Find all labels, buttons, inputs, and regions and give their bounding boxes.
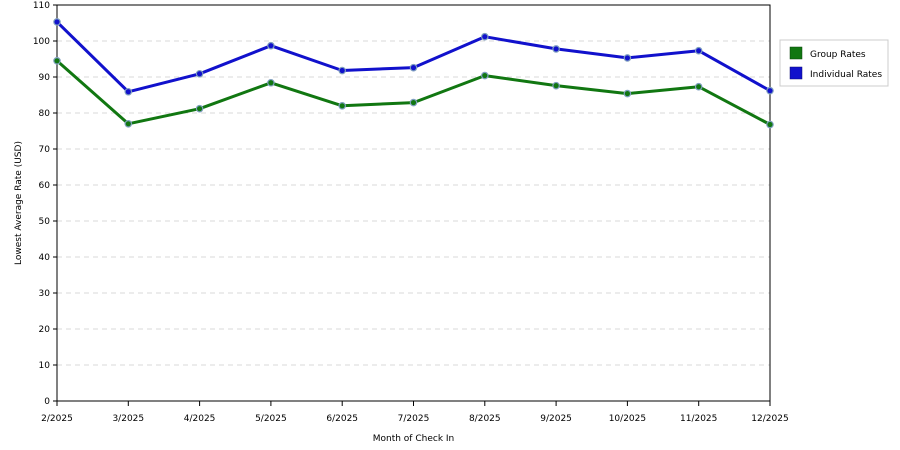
- legend-swatch-group-rates: [789, 46, 803, 60]
- y-tick-label: 70: [39, 145, 51, 155]
- grid-lines: [57, 40, 770, 366]
- x-tick-label: 6/2025: [326, 414, 358, 424]
- x-tick-label: 3/2025: [112, 414, 144, 424]
- series-group-rates: [53, 56, 774, 129]
- x-tick-label: 9/2025: [540, 414, 572, 424]
- y-tick-label: 40: [39, 253, 51, 263]
- series-individual-rates: [53, 18, 774, 96]
- x-tick-label: 12/2025: [751, 414, 788, 424]
- y-tick-label: 80: [39, 109, 51, 119]
- y-tick-label: 110: [33, 1, 50, 11]
- data-point-group-rates: [53, 56, 61, 65]
- data-point-group-rates: [480, 71, 489, 80]
- x-axis: 2/2025 3/2025 4/2025 5/2025 6/2025 7/2025 8/20…: [41, 401, 789, 424]
- data-point-group-rates: [409, 98, 418, 107]
- legend-label-individual-rates: Individual Rates: [810, 70, 882, 80]
- data-point-group-rates: [694, 82, 703, 91]
- x-tick-label: 7/2025: [398, 414, 430, 424]
- x-tick-label: 2/2025: [41, 414, 73, 424]
- data-point-individual-rates: [552, 45, 560, 53]
- data-point-individual-rates: [623, 54, 632, 62]
- data-point-individual-rates: [124, 87, 133, 96]
- data-point-group-rates: [623, 89, 632, 98]
- y-tick-label: 0: [44, 397, 50, 407]
- data-point-individual-rates: [53, 18, 61, 26]
- y-tick-label: 20: [39, 325, 51, 335]
- x-tick-label: 10/2025: [609, 414, 646, 424]
- data-point-group-rates: [552, 81, 560, 90]
- data-point-group-rates: [195, 104, 204, 113]
- y-tick-label: 90: [39, 73, 51, 83]
- series-lines: [53, 18, 774, 129]
- data-point-group-rates: [766, 120, 774, 129]
- data-point-individual-rates: [409, 63, 418, 72]
- data-point-group-rates: [267, 78, 275, 87]
- y-tick-label: 10: [39, 361, 51, 371]
- data-point-individual-rates: [338, 66, 347, 75]
- data-point-individual-rates: [480, 32, 489, 41]
- data-point-individual-rates: [267, 41, 275, 50]
- x-tick-label: 5/2025: [255, 414, 287, 424]
- y-tick-label: 100: [33, 37, 50, 47]
- y-tick-label: 50: [39, 217, 51, 227]
- legend-label-group-rates: Group Rates: [810, 50, 866, 60]
- data-point-individual-rates: [766, 86, 774, 95]
- y-tick-label: 60: [39, 181, 51, 191]
- y-axis: 0 10 20 30 40 50 60 70 80 90 100 110: [33, 1, 57, 407]
- y-tick-label: 30: [39, 289, 51, 299]
- data-point-group-rates: [124, 120, 133, 128]
- data-point-individual-rates: [694, 46, 703, 55]
- legend: Group Rates Individual Rates: [779, 39, 889, 87]
- data-point-group-rates: [338, 102, 347, 110]
- x-tick-label: 11/2025: [680, 414, 717, 424]
- data-point-individual-rates: [195, 69, 204, 78]
- series-line-individual-rates: [55, 20, 771, 94]
- y-axis-title: Lowest Average Rate (USD): [14, 141, 24, 265]
- x-axis-title: Month of Check In: [373, 434, 455, 444]
- x-tick-label: 4/2025: [184, 414, 216, 424]
- x-tick-label: 8/2025: [469, 414, 501, 424]
- legend-swatch-individual-rates: [789, 66, 803, 80]
